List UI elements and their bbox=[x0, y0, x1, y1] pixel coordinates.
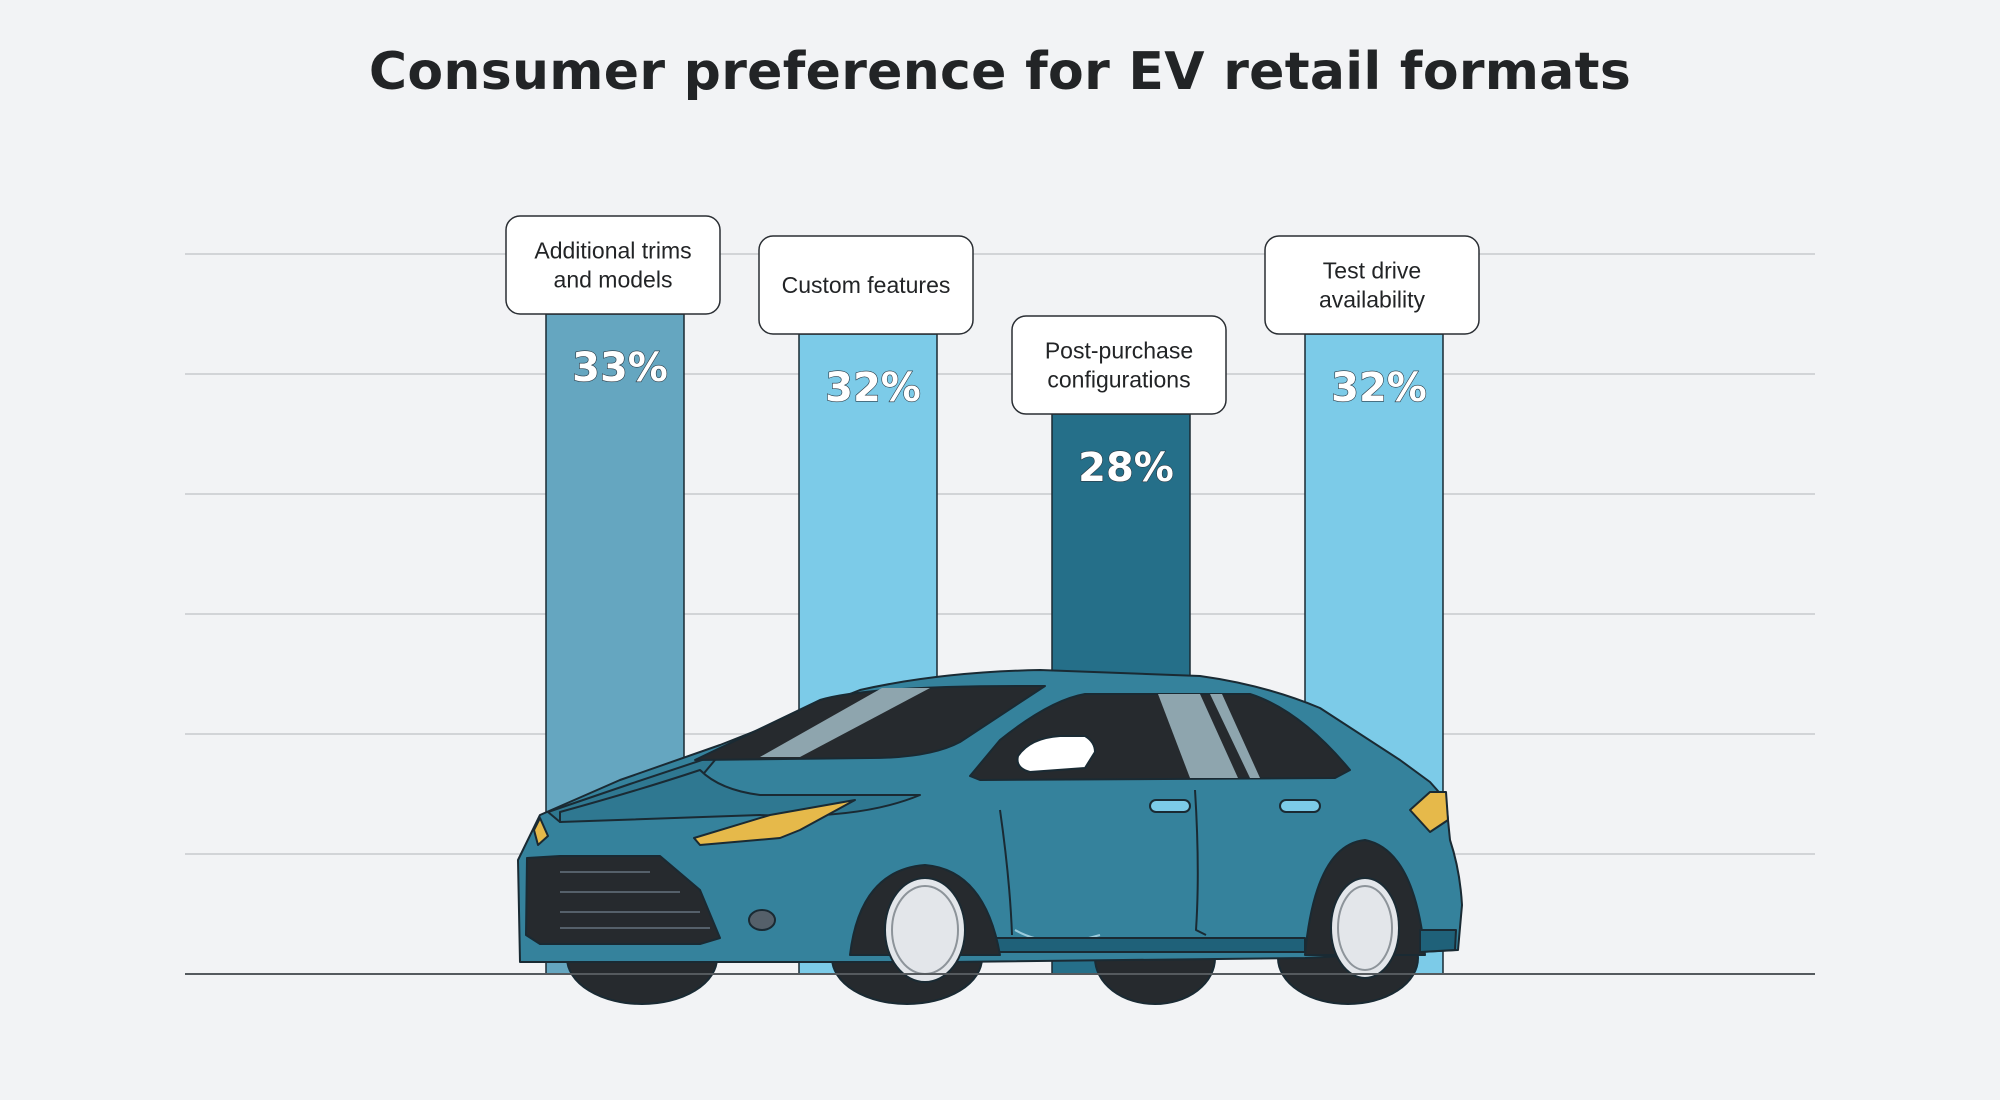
value-label: 33% bbox=[572, 345, 668, 391]
category-label: Additional trims bbox=[534, 238, 691, 264]
category-callouts: Additional trims and models Custom feature… bbox=[505, 215, 1480, 415]
category-label: configurations bbox=[1047, 367, 1190, 393]
category-label: Post-purchase bbox=[1045, 338, 1193, 364]
category-callout: Test drive availability bbox=[1264, 235, 1480, 335]
category-label: and models bbox=[554, 267, 673, 293]
callout-box bbox=[1264, 235, 1480, 335]
car-illustration bbox=[517, 669, 1463, 1005]
category-callout: Additional trims and models bbox=[505, 215, 721, 315]
callout-box bbox=[505, 215, 721, 315]
value-label: 32% bbox=[825, 365, 921, 411]
callout-box bbox=[758, 235, 974, 335]
category-callout: Custom features bbox=[758, 235, 974, 335]
callout-box bbox=[1011, 315, 1227, 415]
value-label: 32% bbox=[1331, 365, 1427, 411]
category-callout: Post-purchase configurations bbox=[1011, 315, 1227, 415]
chart-title: Consumer preference for EV retail format… bbox=[368, 42, 1632, 102]
category-label: availability bbox=[1319, 287, 1426, 313]
category-label: Custom features bbox=[782, 272, 951, 298]
value-labels: 33% 32% 28% 32% bbox=[572, 344, 1428, 491]
category-label: Test drive bbox=[1323, 258, 1421, 284]
value-label: 28% bbox=[1078, 445, 1174, 491]
